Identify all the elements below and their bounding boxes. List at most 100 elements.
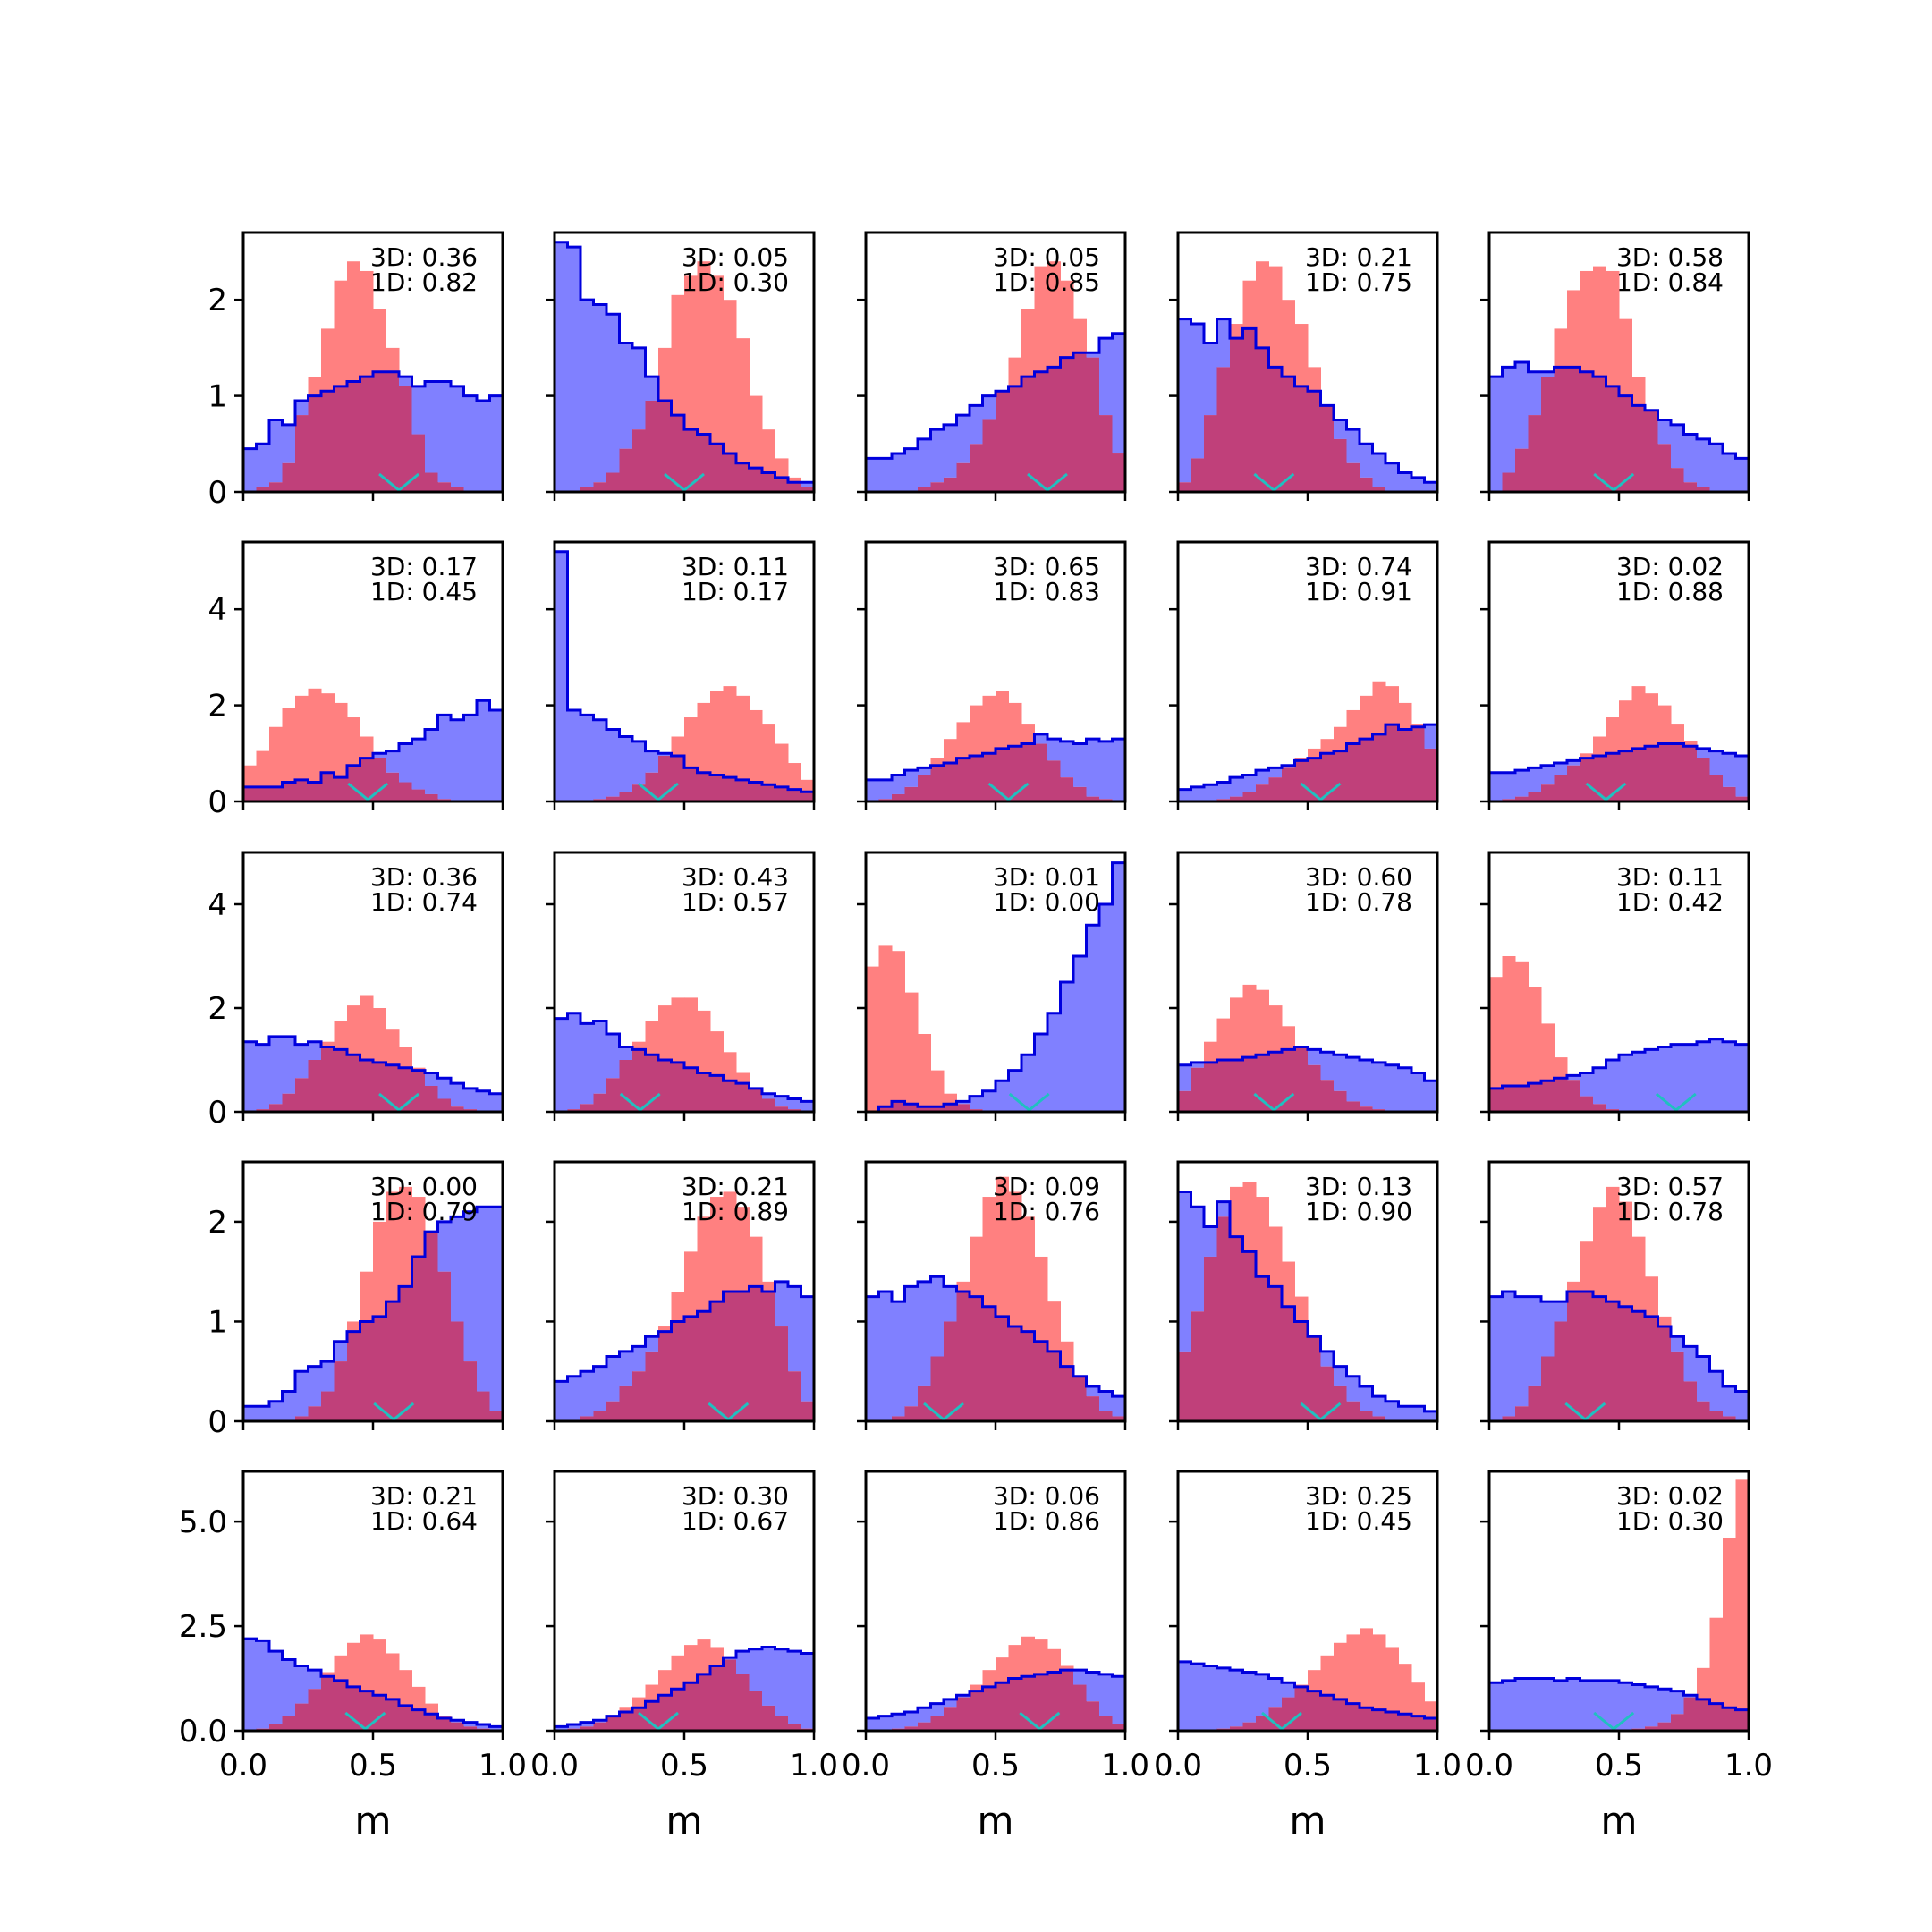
- red-bar: [1308, 748, 1321, 758]
- overlap-bar: [1709, 775, 1724, 801]
- blue-bar: [411, 739, 426, 790]
- blue-bar: [1619, 1055, 1632, 1112]
- overlap-bar: [892, 1101, 905, 1112]
- blue-bar: [567, 1376, 581, 1421]
- overlap-bar: [1268, 1052, 1283, 1112]
- y-tick-label: 2: [208, 991, 227, 1027]
- red-bar: [658, 1326, 672, 1332]
- overlap-bar: [710, 444, 724, 492]
- overlap-bar: [801, 1401, 814, 1421]
- red-bar: [360, 1271, 374, 1322]
- red-bar: [1723, 1538, 1736, 1708]
- overlap-bar: [1282, 377, 1295, 492]
- plot-area: [866, 861, 1125, 1112]
- red-bar: [1619, 318, 1632, 396]
- overlap-bar: [463, 1726, 478, 1731]
- blue-bar: [1099, 1391, 1113, 1411]
- red-bar: [775, 743, 789, 787]
- x-tick-label: 1.0: [1413, 1748, 1462, 1784]
- overlap-bar: [645, 772, 659, 801]
- overlap-bar: [1178, 1351, 1191, 1421]
- overlap-bar: [1372, 733, 1386, 801]
- overlap-bar: [425, 793, 438, 801]
- overlap-bar: [1372, 1709, 1386, 1731]
- red-bar: [386, 1653, 400, 1699]
- red-bar: [918, 1034, 931, 1107]
- red-bar: [982, 1670, 996, 1687]
- annot-1d: 1D: 0.86: [993, 1506, 1100, 1536]
- overlap-bar: [1671, 1351, 1684, 1421]
- red-bar: [1230, 997, 1243, 1060]
- overlap-bar: [904, 1104, 919, 1112]
- red-bar: [1567, 290, 1580, 368]
- blue-bar: [619, 1351, 633, 1386]
- overlap-bar: [308, 1406, 322, 1421]
- blue-step-outline: [243, 1637, 503, 1731]
- overlap-bar: [697, 1674, 711, 1731]
- x-axis-label: m: [355, 1799, 392, 1843]
- blue-bar: [1593, 1067, 1606, 1105]
- overlap-bar: [970, 1296, 983, 1421]
- blue-bar: [1567, 1075, 1580, 1081]
- blue-bar: [1060, 982, 1074, 1112]
- overlap-bar: [1645, 410, 1658, 492]
- red-bar: [347, 717, 360, 766]
- overlap-bar: [723, 1659, 737, 1731]
- overlap-bar: [606, 1716, 620, 1731]
- annot-3d: 3D: 0.13: [1305, 1172, 1412, 1201]
- blue-bar: [308, 1041, 322, 1060]
- blue-bar: [1086, 739, 1100, 797]
- overlap-bar: [762, 784, 775, 801]
- overlap-bar: [1360, 1106, 1373, 1112]
- overlap-bar: [386, 772, 400, 801]
- overlap-bar: [580, 1416, 594, 1421]
- overlap-bar: [1191, 1311, 1205, 1421]
- blue-bar: [1541, 1301, 1555, 1357]
- red-bar: [996, 1657, 1009, 1683]
- blue-bar: [580, 300, 594, 487]
- blue-bar: [1697, 1356, 1710, 1402]
- blue-bar: [904, 770, 919, 787]
- blue-step-outline: [866, 332, 1125, 492]
- red-bar: [684, 1645, 698, 1683]
- overlap-bar: [1216, 1060, 1231, 1112]
- overlap-bar: [1697, 1699, 1710, 1731]
- overlap-bar: [580, 1104, 594, 1112]
- overlap-bar: [295, 779, 309, 801]
- overlap-bar: [982, 419, 996, 492]
- red-bar: [321, 1672, 335, 1677]
- red-bar: [697, 1216, 711, 1312]
- blue-bar: [1541, 765, 1555, 785]
- overlap-bar: [1645, 1316, 1658, 1421]
- blue-bar: [489, 1207, 503, 1411]
- red-bar: [762, 429, 775, 473]
- blue-bar: [1580, 1072, 1594, 1097]
- x-axis-label: m: [1601, 1799, 1638, 1843]
- overlap-bar: [1112, 453, 1125, 492]
- annot-1d: 1D: 0.84: [1616, 267, 1724, 297]
- blue-bar: [1515, 362, 1529, 449]
- overlap-bar: [1593, 1104, 1606, 1112]
- blue-bar: [1073, 743, 1087, 787]
- overlap-bar: [1541, 1356, 1555, 1421]
- annot-3d: 3D: 0.00: [370, 1172, 478, 1201]
- marker-v: [638, 782, 679, 801]
- red-bar: [1034, 266, 1048, 372]
- overlap-bar: [308, 395, 322, 492]
- blue-bar: [1554, 1301, 1568, 1322]
- red-bar: [671, 1292, 685, 1322]
- red-bar: [1230, 324, 1243, 339]
- blue-bar: [425, 381, 438, 473]
- overlap-bar: [671, 1062, 685, 1112]
- red-bar: [723, 1191, 737, 1292]
- y-tick-label: 4: [208, 887, 227, 923]
- blue-bar: [1709, 1038, 1724, 1112]
- overlap-bar: [1047, 760, 1061, 801]
- blue-bar: [1099, 1674, 1113, 1716]
- red-bar: [1060, 1341, 1074, 1367]
- blue-bar: [567, 1013, 581, 1110]
- overlap-bar: [1346, 743, 1360, 801]
- x-tick-label: 1.0: [1101, 1748, 1149, 1784]
